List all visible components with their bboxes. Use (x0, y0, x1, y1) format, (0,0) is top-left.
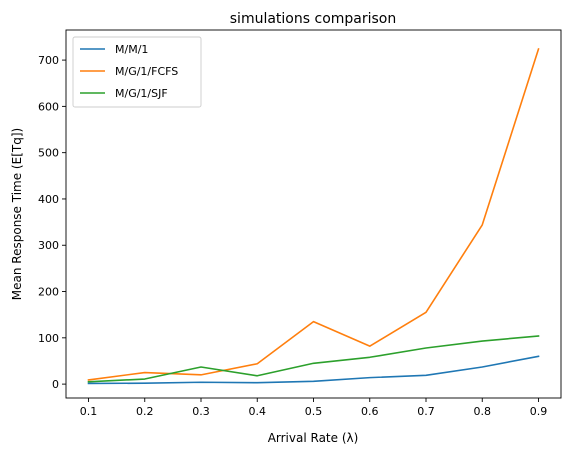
y-axis-label: Mean Response Time (E[Tq]) (10, 128, 24, 300)
y-tick-label: 700 (38, 54, 59, 67)
legend-entry: M/G/1/SJF (115, 87, 168, 100)
y-tick-label: 500 (38, 147, 59, 160)
x-tick-label: 0.1 (80, 405, 98, 418)
series-line-3 (87, 335, 540, 383)
x-tick-label: 0.5 (305, 405, 323, 418)
y-tick-label: 100 (38, 332, 59, 345)
legend-entry: M/M/1 (115, 43, 148, 56)
x-axis: 0.1 0.2 0.3 0.4 0.5 0.6 0.7 0.8 0.9 (80, 398, 548, 418)
y-tick-label: 400 (38, 193, 59, 206)
x-tick-label: 0.3 (192, 405, 210, 418)
y-axis: 0 100 200 300 400 500 600 700 (38, 54, 66, 391)
x-tick-label: 0.2 (136, 405, 154, 418)
chart-title: simulations comparison (230, 11, 396, 27)
y-tick-label: 0 (52, 378, 59, 391)
series-line-1 (87, 355, 540, 385)
x-axis-label: Arrival Rate (λ) (268, 431, 359, 445)
y-tick-label: 600 (38, 100, 59, 113)
y-tick-label: 300 (38, 239, 59, 252)
plot-area (87, 47, 540, 385)
legend: M/M/1 M/G/1/FCFS M/G/1/SJF (72, 36, 202, 108)
x-tick-label: 0.6 (361, 405, 379, 418)
x-tick-label: 0.9 (530, 405, 548, 418)
x-tick-label: 0.7 (417, 405, 435, 418)
series-line-2 (87, 47, 540, 381)
y-tick-label: 200 (38, 286, 59, 299)
legend-box (72, 36, 202, 108)
x-tick-label: 0.4 (249, 405, 267, 418)
legend-entry: M/G/1/FCFS (115, 65, 178, 78)
x-tick-label: 0.8 (474, 405, 492, 418)
